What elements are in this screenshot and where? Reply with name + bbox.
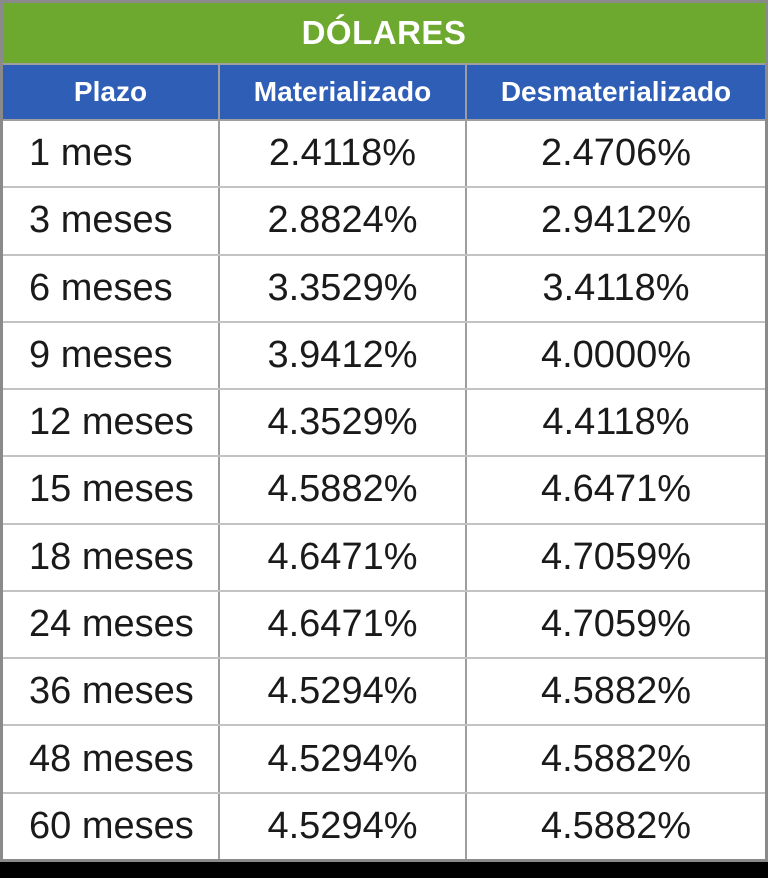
cell-materializado: 4.6471%	[218, 591, 465, 658]
cell-materializado: 2.8824%	[218, 188, 465, 254]
cell-plazo: 24 meses	[29, 602, 194, 645]
table-row: 3 meses 2.8824% 2.9412%	[3, 186, 765, 254]
cell-plazo: 1 mes	[29, 132, 133, 175]
cell-plazo: 12 meses	[29, 401, 194, 444]
cell-materializado: 3.3529%	[218, 255, 465, 321]
cell-plazo: 36 meses	[29, 670, 194, 713]
column-header-materializado: Materializado	[218, 65, 465, 119]
table-title-bar: DÓLARES	[3, 3, 765, 65]
cell-plazo: 48 meses	[29, 737, 194, 780]
bottom-black-bar	[0, 862, 768, 878]
cell-plazo: 18 meses	[29, 535, 194, 578]
cell-materializado: 4.5294%	[218, 793, 465, 859]
cell-desmaterializado: 3.4118%	[465, 255, 765, 321]
table-row: 1 mes 2.4118% 2.4706%	[3, 121, 765, 187]
cell-materializado: 4.6471%	[218, 524, 465, 590]
cell-materializado: 4.5294%	[218, 659, 465, 725]
cell-plazo: 9 meses	[29, 333, 173, 376]
table-row: 12 meses 4.3529% 4.4118%	[3, 388, 765, 456]
column-header-plazo: Plazo	[73, 76, 148, 107]
cell-plazo: 60 meses	[29, 804, 194, 847]
cell-materializado: 4.5882%	[218, 457, 465, 523]
cell-desmaterializado: 2.4706%	[465, 121, 765, 187]
cell-plazo: 3 meses	[29, 199, 173, 242]
table-title: DÓLARES	[301, 14, 467, 51]
table-row: 48 meses 4.5294% 4.5882%	[3, 724, 765, 792]
table-row: 9 meses 3.9412% 4.0000%	[3, 320, 765, 389]
cell-desmaterializado: 4.0000%	[465, 322, 765, 389]
cell-plazo: 15 meses	[29, 468, 194, 511]
cell-materializado: 2.4118%	[218, 121, 465, 187]
cell-desmaterializado: 4.4118%	[465, 390, 765, 456]
cell-materializado: 3.9412%	[218, 322, 465, 389]
cell-desmaterializado: 4.5882%	[465, 793, 765, 859]
table-row: 36 meses 4.5294% 4.5882%	[3, 657, 765, 725]
cell-plazo: 6 meses	[29, 266, 173, 309]
cell-desmaterializado: 4.7059%	[465, 591, 765, 658]
cell-desmaterializado: 4.5882%	[465, 659, 765, 725]
table-row: 15 meses 4.5882% 4.6471%	[3, 455, 765, 523]
cell-materializado: 4.5294%	[218, 726, 465, 792]
cell-desmaterializado: 4.6471%	[465, 457, 765, 523]
cell-materializado: 4.3529%	[218, 390, 465, 456]
column-header-desmaterializado: Desmaterializado	[465, 65, 765, 119]
cell-desmaterializado: 2.9412%	[465, 188, 765, 254]
cell-desmaterializado: 4.5882%	[465, 726, 765, 792]
cell-desmaterializado: 4.7059%	[465, 524, 765, 590]
table-row: 18 meses 4.6471% 4.7059%	[3, 522, 765, 590]
table-header-row: Plazo Materializado Desmaterializado	[3, 65, 765, 121]
table-row: 6 meses 3.3529% 3.4118%	[3, 253, 765, 321]
table-row: 24 meses 4.6471% 4.7059%	[3, 589, 765, 658]
table-body: 1 mes 2.4118% 2.4706% 3 meses 2.8824% 2.…	[3, 121, 765, 859]
table-row: 60 meses 4.5294% 4.5882%	[3, 791, 765, 859]
